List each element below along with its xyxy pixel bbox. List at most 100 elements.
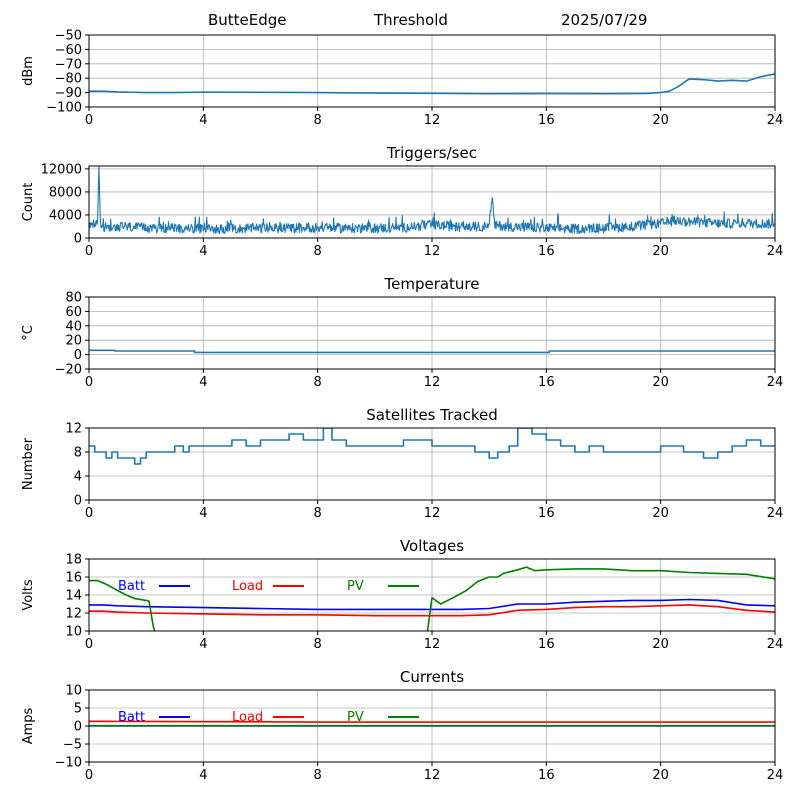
chart-title: Currents: [400, 668, 464, 686]
y-tick-label: −100: [46, 101, 82, 116]
x-tick-label: 0: [85, 113, 93, 128]
y-tick-label: 16: [65, 571, 82, 586]
x-tick-label: 8: [314, 768, 322, 783]
y-axis-label: Volts: [21, 579, 36, 611]
series-line-batt: [89, 598, 775, 611]
figure-header: ButteEdge Threshold 2025/07/29: [0, 0, 800, 32]
y-tick-label: −80: [55, 72, 82, 87]
x-tick-label: 0: [85, 637, 93, 652]
series-line-data: [89, 166, 775, 234]
y-tick-label: 4: [74, 470, 82, 485]
x-tick-label: 16: [538, 768, 555, 783]
y-axis-label: Count: [21, 183, 36, 222]
y-tick-label: 12000: [41, 162, 82, 177]
x-tick-label: 16: [538, 506, 555, 521]
x-tick-label: 8: [314, 244, 322, 259]
y-tick-label: 18: [65, 553, 82, 568]
chart-title: Satellites Tracked: [366, 406, 497, 424]
x-tick-label: 0: [85, 244, 93, 259]
chart-panel-2: 0 4 8 12 16 20 24 0 4000 8000 12000 Count Triggers/s…: [21, 144, 783, 259]
x-tick-label: 12: [424, 375, 441, 390]
series-line-load: [89, 604, 775, 617]
report-date: 2025/07/29: [561, 11, 648, 29]
series-line-pv: [89, 566, 775, 631]
legend-label-pv: PV: [347, 579, 364, 594]
x-tick-label: 20: [652, 113, 669, 128]
x-tick-label: 16: [538, 244, 555, 259]
x-tick-label: 8: [314, 375, 322, 390]
x-tick-label: 20: [652, 375, 669, 390]
y-tick-label: 0: [74, 232, 82, 247]
station-name: ButteEdge: [208, 11, 287, 29]
x-tick-label: 0: [85, 506, 93, 521]
y-axis-label: dBm: [21, 56, 36, 86]
legend-label-batt: Batt: [118, 579, 145, 594]
x-tick-label: 12: [424, 113, 441, 128]
series-line-data: [89, 349, 775, 354]
chart-title: Triggers/sec: [386, 144, 477, 162]
series-line-data: [89, 428, 775, 465]
x-tick-label: 4: [199, 768, 207, 783]
chart-title: Voltages: [400, 537, 464, 555]
y-tick-label: 10: [65, 625, 82, 640]
y-tick-label: −20: [55, 363, 82, 378]
chart-panel-1: 0 4 8 12 16 20 24 −100−90−80−70−60−50 dBm: [21, 29, 783, 129]
y-tick-label: 5: [74, 702, 82, 717]
y-tick-label: −5: [63, 738, 82, 753]
x-tick-label: 24: [767, 375, 784, 390]
x-tick-label: 24: [767, 506, 784, 521]
x-tick-label: 24: [767, 113, 784, 128]
y-tick-label: −50: [55, 29, 82, 44]
legend-label-load: Load: [232, 579, 263, 594]
y-axis-label: °C: [21, 325, 36, 341]
x-tick-label: 20: [652, 244, 669, 259]
y-tick-label: 60: [65, 305, 82, 320]
x-tick-label: 12: [424, 244, 441, 259]
x-tick-label: 12: [424, 637, 441, 652]
chart-title: Temperature: [383, 275, 479, 293]
y-tick-label: −70: [55, 57, 82, 72]
x-tick-label: 0: [85, 768, 93, 783]
x-tick-label: 4: [199, 506, 207, 521]
y-tick-label: 4000: [49, 208, 82, 223]
x-tick-label: 20: [652, 768, 669, 783]
x-tick-label: 20: [652, 506, 669, 521]
y-tick-label: 0: [74, 348, 82, 363]
y-tick-label: 10: [65, 684, 82, 699]
legend-label-load: Load: [232, 710, 263, 725]
x-tick-label: 24: [767, 637, 784, 652]
chart-panel-4: 0 4 8 12 16 20 24 0 4 8 12 Number Satellites Tracked: [21, 406, 783, 521]
x-tick-label: 4: [199, 113, 207, 128]
y-tick-label: 40: [65, 319, 82, 334]
legend-label-batt: Batt: [118, 710, 145, 725]
x-tick-label: 4: [199, 637, 207, 652]
x-tick-label: 8: [314, 506, 322, 521]
y-tick-label: 8: [74, 446, 82, 461]
x-tick-label: 0: [85, 375, 93, 390]
x-tick-label: 24: [767, 768, 784, 783]
y-axis-label: Number: [21, 437, 36, 490]
x-tick-label: 12: [424, 506, 441, 521]
y-tick-label: −60: [55, 43, 82, 58]
x-tick-label: 8: [314, 637, 322, 652]
y-axis-label: Amps: [21, 707, 36, 744]
x-tick-label: 12: [424, 768, 441, 783]
y-tick-label: −10: [55, 756, 82, 771]
chart-panel-5: 0 4 8 12 16 20 24 10 12 14 16 18 Volts Voltages Batt Lo…: [21, 537, 783, 652]
y-tick-label: 14: [65, 589, 82, 604]
x-tick-label: 16: [538, 375, 555, 390]
x-tick-label: 24: [767, 244, 784, 259]
y-tick-label: 0: [74, 720, 82, 735]
x-tick-label: 16: [538, 113, 555, 128]
x-tick-label: 16: [538, 637, 555, 652]
series-line-load: [89, 720, 775, 723]
x-tick-label: 20: [652, 637, 669, 652]
x-tick-label: 4: [199, 244, 207, 259]
trigger-mode: Threshold: [374, 11, 448, 29]
y-tick-label: 80: [65, 291, 82, 306]
legend-label-pv: PV: [347, 710, 364, 725]
y-tick-label: −90: [55, 86, 82, 101]
